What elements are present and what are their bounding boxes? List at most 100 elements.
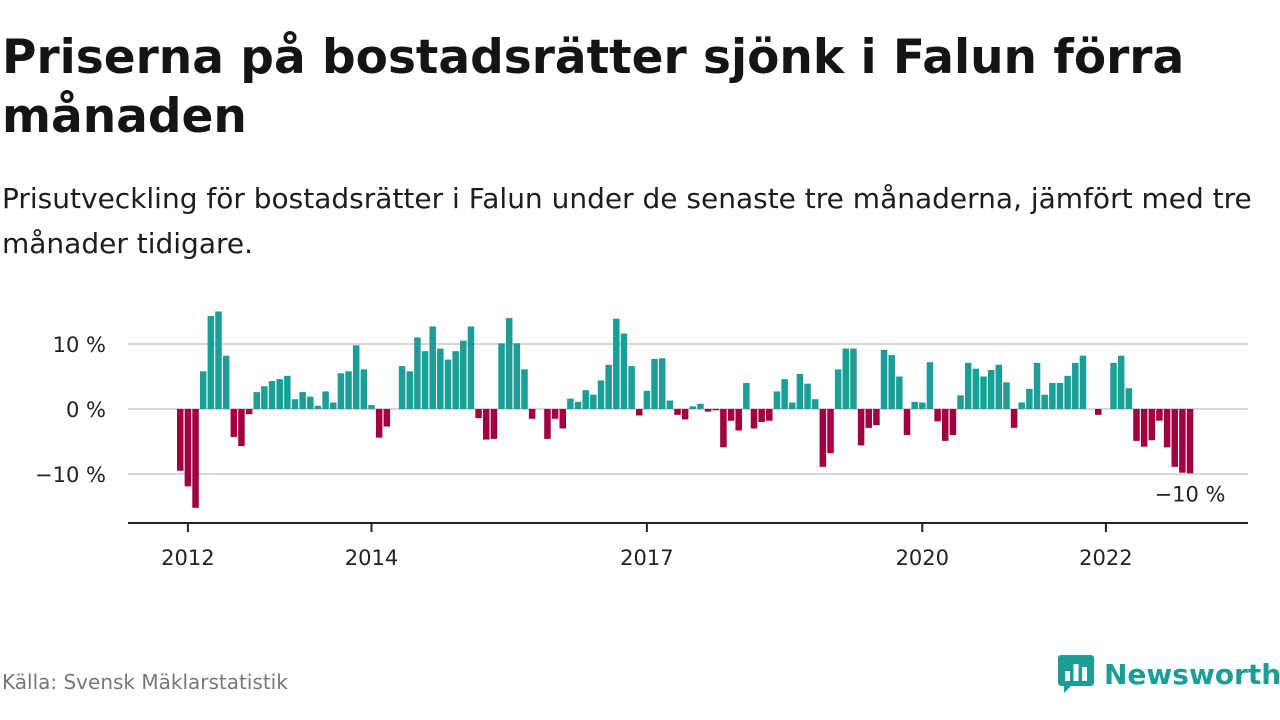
bar (926, 362, 934, 409)
bar (1110, 362, 1117, 409)
bar (398, 366, 406, 409)
bar (781, 379, 788, 409)
bar (1079, 355, 1087, 409)
bar (421, 351, 429, 409)
bar (1171, 409, 1178, 467)
bar (406, 371, 413, 409)
bar (276, 379, 283, 409)
bar (804, 383, 811, 409)
bar (207, 316, 215, 409)
bar (919, 402, 926, 409)
bar-chart: 10 % 0 % −10 % 2012 2014 2017 2020 2022 −10 % (35, 311, 1248, 570)
source-note: Källa: Svensk Mäklarstatistik (2, 670, 288, 694)
bar (834, 369, 842, 409)
bar (666, 400, 674, 409)
x-tick-label: 2022 (1079, 546, 1132, 570)
bar (727, 409, 735, 421)
chart-title: Priserna på bostadsrätter sjönk i Falun … (2, 30, 1185, 144)
bar (743, 383, 750, 409)
x-tick-label: 2014 (345, 546, 398, 570)
y-tick-label: 0 % (66, 398, 106, 422)
bars (177, 311, 1194, 508)
bar (528, 409, 536, 419)
x-tick-label: 2012 (161, 546, 214, 570)
bar (1179, 409, 1186, 473)
bar (330, 402, 337, 409)
bar (873, 409, 880, 426)
bar (1163, 409, 1171, 448)
bar (375, 409, 383, 438)
bar (957, 395, 964, 409)
newsworthy-bar-chart-icon (1058, 655, 1094, 693)
bar (222, 355, 230, 409)
bar (613, 318, 620, 409)
bar (1095, 409, 1102, 415)
bar (942, 409, 949, 441)
bar (498, 343, 505, 409)
bar (995, 364, 1003, 409)
bar (987, 370, 995, 409)
bar (1125, 388, 1133, 409)
bar (1186, 409, 1194, 474)
bar (291, 399, 299, 409)
bar (1072, 362, 1079, 409)
bar (1156, 409, 1163, 421)
bar (199, 371, 207, 409)
bar (712, 409, 719, 411)
brand-logo[interactable]: Newsworthy (1058, 654, 1280, 694)
y-axis-labels: 10 % 0 % −10 % (35, 333, 106, 487)
bar (773, 391, 781, 409)
bar (460, 340, 467, 409)
bar (697, 403, 704, 409)
bar (1033, 362, 1041, 409)
bar (284, 375, 291, 409)
last-value-label: −10 % (1155, 482, 1226, 506)
bar (1148, 409, 1156, 441)
bar (467, 326, 475, 409)
bar (857, 409, 865, 446)
bar (483, 409, 490, 440)
bar (475, 409, 482, 419)
x-tick-label: 2020 (896, 546, 949, 570)
bar (559, 409, 566, 429)
bar (620, 333, 628, 409)
bar (949, 409, 957, 435)
bar (850, 348, 857, 409)
bar (735, 409, 742, 431)
bar (980, 376, 987, 409)
bar (972, 368, 980, 409)
bar (704, 409, 712, 412)
bar (582, 390, 589, 409)
bar (567, 398, 574, 409)
bar (658, 358, 666, 409)
bar (383, 409, 391, 427)
bar (544, 409, 551, 439)
bar (911, 401, 918, 409)
y-tick-label: 10 % (53, 333, 106, 357)
bar (789, 402, 796, 409)
bar (1133, 409, 1140, 441)
bar (521, 369, 528, 409)
bar (215, 311, 222, 409)
bar (934, 409, 941, 422)
bar (177, 409, 184, 471)
bar (352, 345, 360, 409)
bar (1003, 382, 1010, 409)
x-tick-label: 2017 (620, 546, 673, 570)
bar (1049, 383, 1056, 409)
bar (750, 409, 758, 429)
bar (1026, 388, 1033, 409)
bar (299, 392, 306, 409)
bar (628, 366, 635, 409)
bar (192, 409, 199, 508)
bar (452, 351, 459, 409)
bar (490, 409, 498, 439)
chart-subtitle: Prisutveckling för bostadsrätter i Falun… (2, 182, 1252, 260)
bar (1056, 383, 1064, 409)
bar (651, 358, 658, 409)
bar (880, 349, 888, 409)
bar (245, 409, 253, 415)
bar (674, 409, 681, 415)
bar (360, 369, 368, 409)
y-tick-label: −10 % (35, 463, 106, 487)
